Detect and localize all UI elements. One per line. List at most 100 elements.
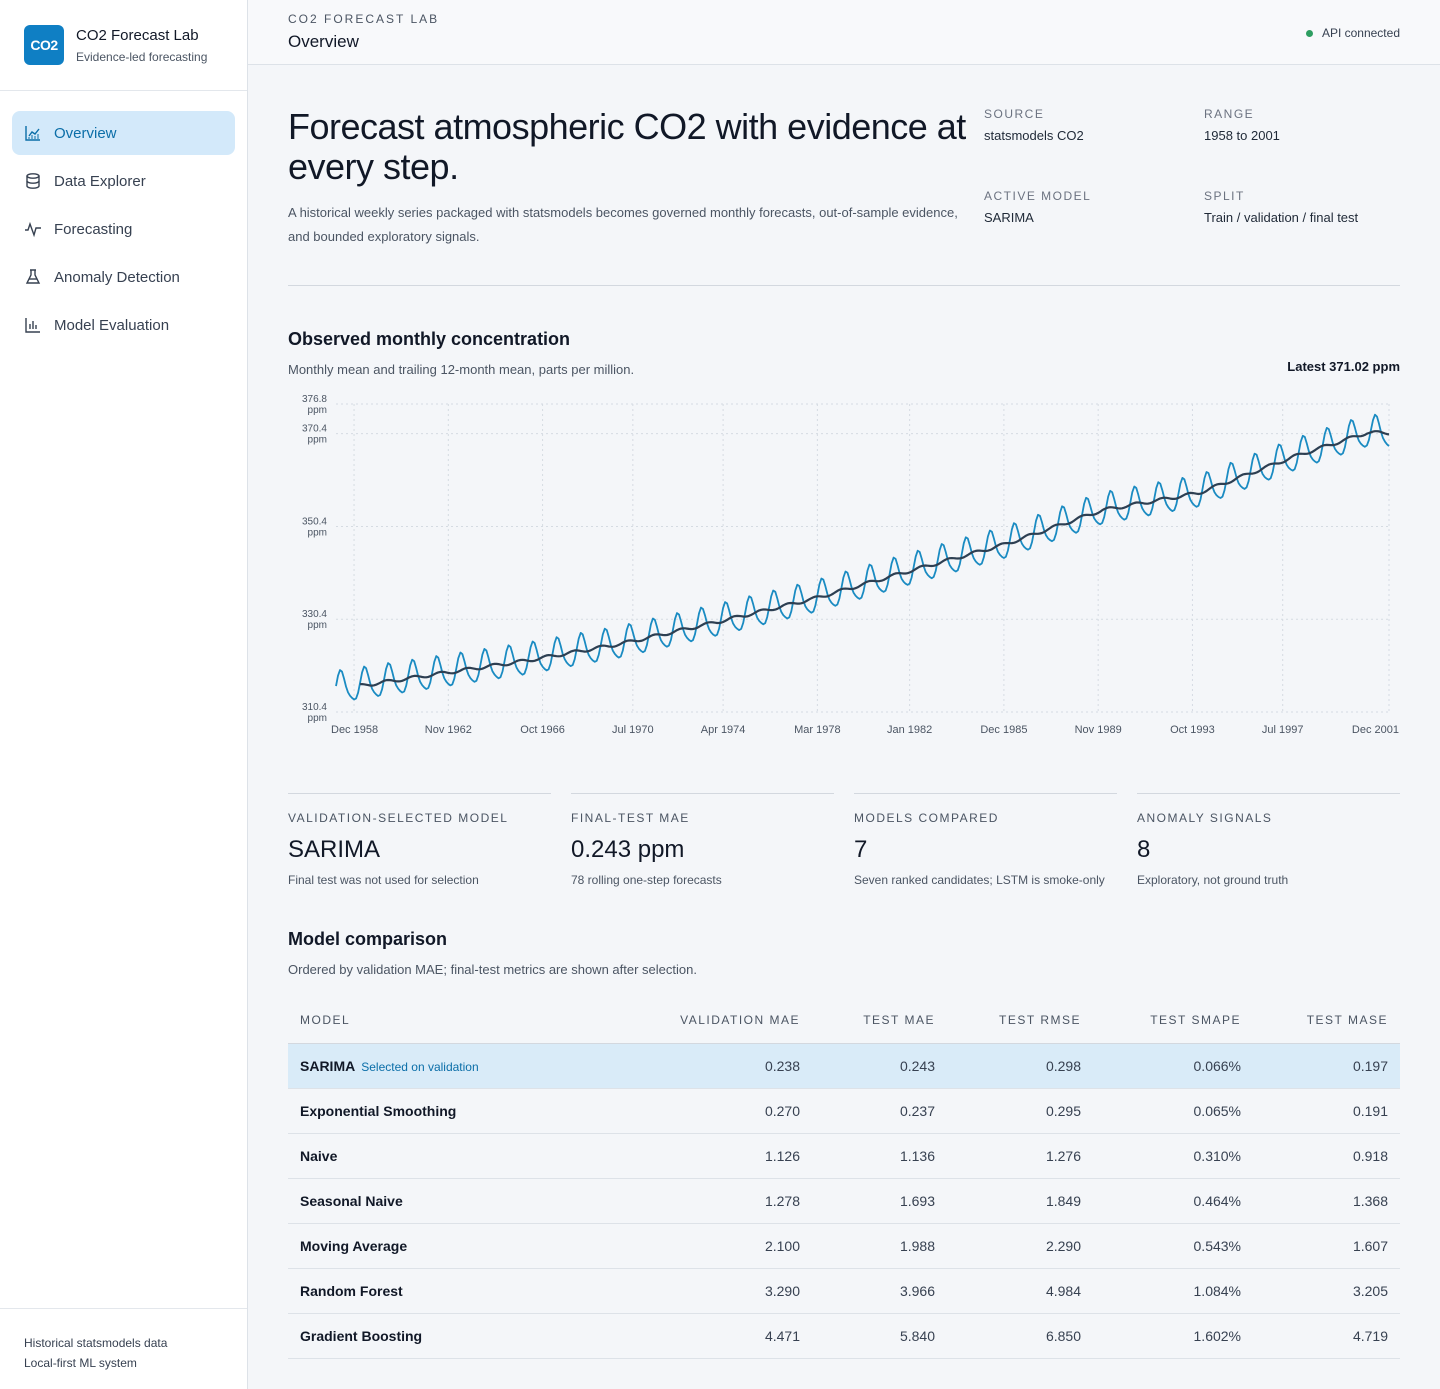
sidebar-item-anomaly-detection[interactable]: Anomaly Detection: [12, 255, 235, 299]
kpi-note: Seven ranked candidates; LSTM is smoke-o…: [854, 873, 1105, 887]
metric-cell-val-mae: 0.270: [628, 1088, 812, 1134]
kpi-value: 7: [854, 836, 868, 863]
sidebar-item-forecasting[interactable]: Forecasting: [12, 207, 235, 251]
y-tick-label: 370.4 ppm: [302, 424, 327, 446]
app-subtitle: Evidence-led forecasting: [76, 49, 208, 64]
latest-value: Latest 371.02 ppm: [1287, 359, 1400, 374]
model-name-cell: Moving Average: [288, 1223, 628, 1269]
meta-value: Train / validation / final test: [1204, 210, 1359, 225]
app-logo: CO2: [24, 25, 64, 65]
table-row[interactable]: Seasonal Naive 1.278 1.693 1.849 0.464% 1.368: [288, 1178, 1400, 1224]
meta-value: 1958 to 2001: [1204, 128, 1280, 143]
sidebar-item-label: Model Evaluation: [54, 316, 170, 334]
metric-cell-val-mae: 1.126: [628, 1133, 812, 1179]
metric-cell-mase: 3.205: [1253, 1268, 1400, 1314]
meta-value: SARIMA: [984, 210, 1034, 225]
x-tick-label: Oct 1993: [1170, 724, 1215, 736]
metric-cell-mase: 0.918: [1253, 1133, 1400, 1179]
metric-cell-mase: 4.719: [1253, 1313, 1400, 1359]
table-row[interactable]: SARIMA Selected on validation 0.238 0.243 0.…: [288, 1043, 1400, 1089]
column-header-test-smape[interactable]: TEST SMAPE: [1093, 998, 1253, 1044]
column-header-validation-mae[interactable]: VALIDATION MAE: [628, 998, 812, 1044]
kpi-selected-model: VALIDATION-SELECTED MODEL SARIMA Final t…: [288, 793, 551, 887]
metric-cell-test-mae: 0.237: [812, 1088, 947, 1134]
table-row[interactable]: Exponential Smoothing 0.270 0.237 0.295 0.06…: [288, 1088, 1400, 1134]
metric-cell-test-mae: 5.840: [812, 1313, 947, 1359]
header-eyebrow: CO2 FORECAST LAB: [288, 12, 440, 26]
metric-cell-mase: 1.607: [1253, 1223, 1400, 1269]
kpi-label: VALIDATION-SELECTED MODEL: [288, 811, 509, 825]
kpi-value: 0.243 ppm: [571, 836, 685, 863]
kpi-label: FINAL-TEST MAE: [571, 811, 690, 825]
x-tick-label: Jan 1982: [887, 724, 932, 736]
main-content: Forecast atmospheric CO2 with evidence a…: [288, 65, 1400, 1359]
activity-icon: [24, 220, 42, 238]
x-tick-label: Mar 1978: [794, 724, 840, 736]
x-tick-label: Nov 1989: [1075, 724, 1122, 736]
metric-cell-smape: 0.066%: [1093, 1043, 1253, 1089]
table-row[interactable]: Random Forest 3.290 3.966 4.984 1.084% 3.205: [288, 1268, 1400, 1314]
kpi-note: Final test was not used for selection: [288, 873, 479, 887]
metric-cell-mase: 0.191: [1253, 1088, 1400, 1134]
metric-cell-val-mae: 4.471: [628, 1313, 812, 1359]
sidebar-nav: Overview Data Explorer Forecasting Anoma…: [0, 91, 247, 347]
comparison-header: Model comparison Ordered by validation M…: [288, 929, 1400, 977]
metric-cell-test-mae: 1.136: [812, 1133, 947, 1179]
kpi-note: 78 rolling one-step forecasts: [571, 873, 722, 887]
page-title: Overview: [288, 32, 359, 51]
chart-title: Observed monthly concentration: [288, 329, 571, 349]
model-name: Seasonal Naive: [300, 1192, 403, 1209]
metric-cell-rmse: 0.295: [947, 1088, 1093, 1134]
kpi-label: MODELS COMPARED: [854, 811, 999, 825]
sidebar-item-data-explorer[interactable]: Data Explorer: [12, 159, 235, 203]
x-tick-label: Apr 1974: [701, 724, 746, 736]
table-row[interactable]: Moving Average 2.100 1.988 2.290 0.543% 1.607: [288, 1223, 1400, 1269]
chart-line-icon: [24, 124, 42, 142]
sidebar-item-label: Overview: [54, 124, 117, 142]
model-name: Gradient Boosting: [300, 1327, 423, 1344]
meta-value: statsmodels CO2: [984, 128, 1084, 143]
chart-subtitle: Monthly mean and trailing 12-month mean,…: [288, 362, 635, 377]
meta-label: SPLIT: [1204, 189, 1245, 203]
brand[interactable]: CO2 CO2 Forecast Lab Evidence-led foreca…: [0, 0, 247, 91]
metric-cell-rmse: 0.298: [947, 1043, 1093, 1089]
metric-cell-smape: 0.464%: [1093, 1178, 1253, 1224]
flask-icon: [24, 268, 42, 286]
column-header-test-mae[interactable]: TEST MAE: [812, 998, 947, 1044]
api-status: API connected: [1305, 26, 1400, 40]
x-tick-label: Dec 2001: [1352, 724, 1399, 736]
model-name: Exponential Smoothing: [300, 1102, 457, 1119]
kpi-value: 8: [1137, 836, 1151, 863]
app-title: CO2 Forecast Lab: [76, 26, 199, 44]
y-tick-label: 330.4 ppm: [302, 609, 327, 631]
model-name: Moving Average: [300, 1237, 408, 1254]
model-name-cell: Naive: [288, 1133, 628, 1179]
sidebar-item-label: Data Explorer: [54, 172, 146, 190]
sidebar-item-model-evaluation[interactable]: Model Evaluation: [12, 303, 235, 347]
metric-cell-smape: 0.310%: [1093, 1133, 1253, 1179]
column-header-test-rmse[interactable]: TEST RMSE: [947, 998, 1093, 1044]
model-name-cell: SARIMA Selected on validation: [288, 1043, 628, 1089]
sidebar-item-overview[interactable]: Overview: [12, 111, 235, 155]
meta-source: SOURCE statsmodels CO2: [984, 107, 1084, 143]
column-header-test-mase[interactable]: TEST MASE: [1253, 998, 1400, 1044]
bar-chart-icon: [24, 316, 42, 334]
model-name: Naive: [300, 1147, 338, 1164]
x-tick-label: Dec 1958: [331, 724, 378, 736]
x-tick-label: Jul 1970: [612, 724, 654, 736]
model-name: Random Forest: [300, 1282, 403, 1299]
top-header: CO2 FORECAST LAB Overview API connected: [248, 0, 1440, 65]
sidebar-footer: Historical statsmodels data Local-first …: [0, 1308, 247, 1373]
hero-headline: Forecast atmospheric CO2 with evidence a…: [288, 106, 966, 187]
table-row[interactable]: Gradient Boosting 4.471 5.840 6.850 1.602% 4.…: [288, 1313, 1400, 1359]
hero: Forecast atmospheric CO2 with evidence a…: [288, 65, 1400, 286]
table-row[interactable]: Naive 1.126 1.136 1.276 0.310% 0.918: [288, 1133, 1400, 1179]
x-tick-label: Oct 1966: [520, 724, 565, 736]
y-tick-label: 310.4 ppm: [302, 702, 327, 724]
kpi-value: SARIMA: [288, 836, 381, 863]
metric-cell-rmse: 6.850: [947, 1313, 1093, 1359]
comparison-subtitle: Ordered by validation MAE; final-test me…: [288, 962, 697, 977]
x-tick-label: Dec 1985: [980, 724, 1027, 736]
kpi-note: Exploratory, not ground truth: [1137, 873, 1289, 887]
column-header-model[interactable]: MODEL: [288, 998, 628, 1044]
